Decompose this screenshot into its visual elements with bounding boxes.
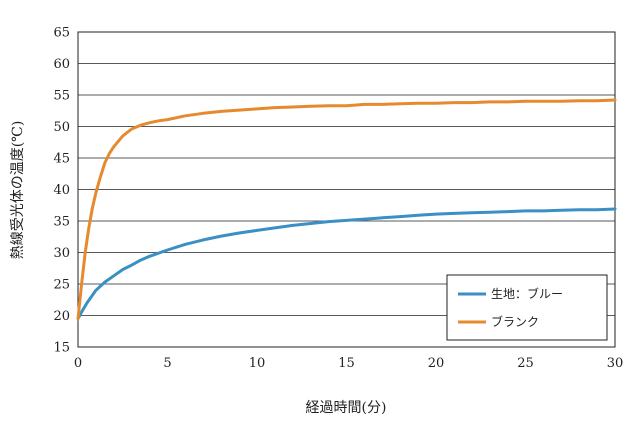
- y-tick-label: 65: [53, 26, 70, 41]
- x-tick-labels: 0 5 10 15 20 25 30: [74, 356, 623, 371]
- y-tick-label: 20: [53, 309, 70, 324]
- x-tick-label: 20: [428, 356, 445, 371]
- legend-box: [446, 274, 608, 341]
- y-tick-label: 60: [53, 57, 70, 72]
- y-tick-label: 35: [53, 215, 70, 230]
- y-axis-label: 熱線受光体の温度(℃): [10, 121, 26, 260]
- legend: 生地：ブルー ブランク: [446, 274, 608, 341]
- x-tick-label: 0: [74, 356, 82, 371]
- y-tick-label: 50: [53, 120, 70, 135]
- x-tick-label: 5: [163, 356, 171, 371]
- y-tick-labels: 15 20 25 30 35 40 45 50 55 60 65: [53, 26, 70, 356]
- x-tick-label: 25: [517, 356, 534, 371]
- y-tick-label: 30: [53, 246, 70, 261]
- x-tick-label: 10: [249, 356, 266, 371]
- y-tick-label: 45: [53, 152, 70, 167]
- y-tick-label: 25: [53, 278, 70, 293]
- series-lines: [76, 98, 617, 321]
- x-axis-label: 経過時間(分): [306, 400, 387, 416]
- y-tick-label: 40: [53, 183, 70, 198]
- legend-label-blue: 生地：ブルー: [491, 286, 563, 301]
- x-tick-label: 15: [338, 356, 355, 371]
- y-tick-label: 15: [53, 341, 70, 356]
- series-line-0: [76, 207, 617, 321]
- series-line-1: [76, 98, 617, 321]
- x-tick-label: 30: [607, 356, 624, 371]
- y-tick-label: 55: [53, 89, 70, 104]
- legend-label-orange: ブランク: [491, 314, 539, 329]
